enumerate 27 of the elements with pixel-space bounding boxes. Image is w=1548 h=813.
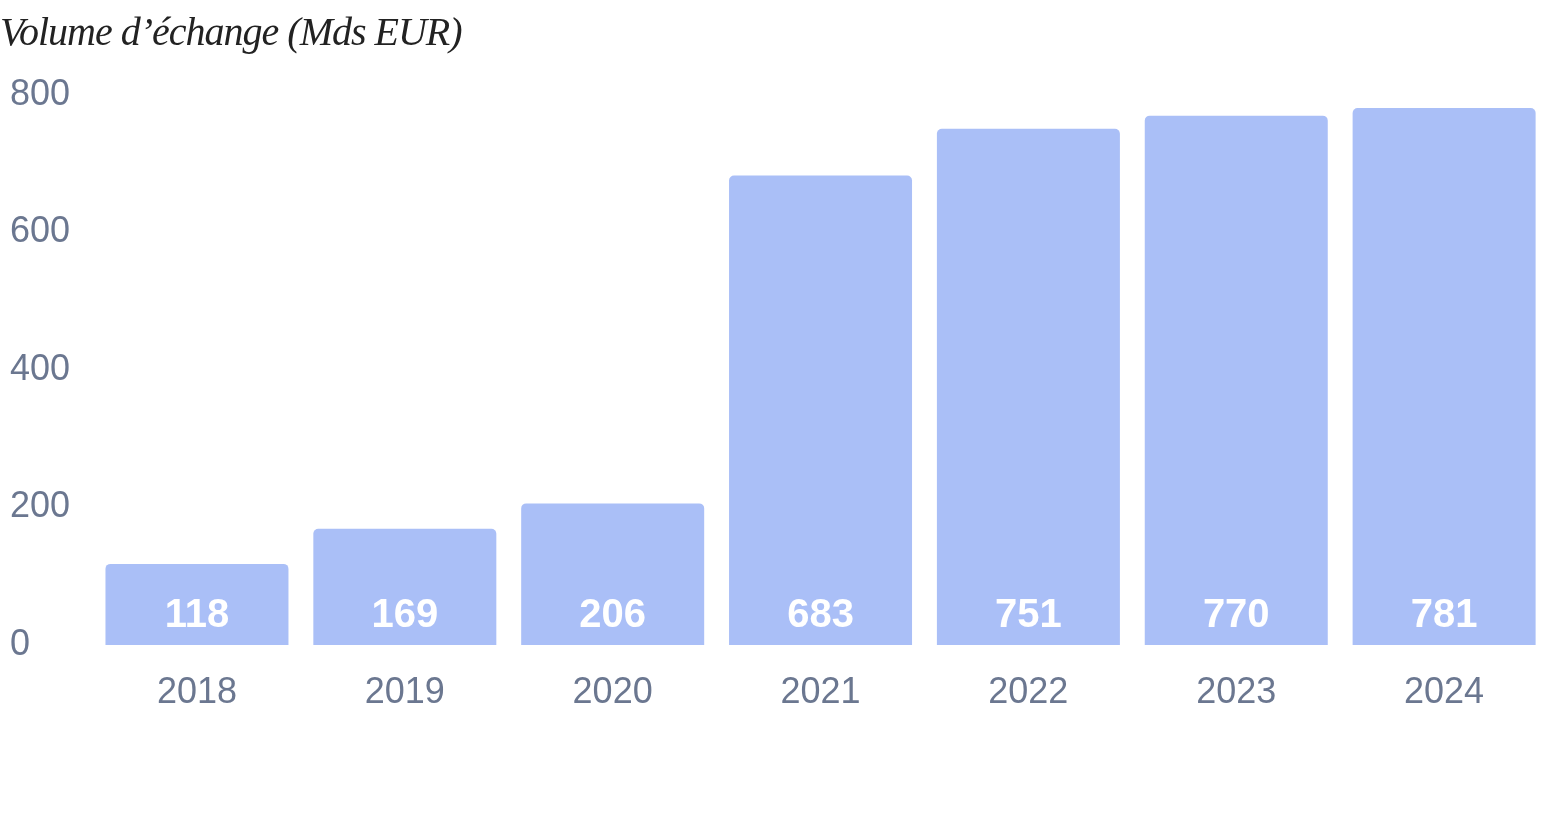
x-tick-label: 2024 <box>1404 669 1485 711</box>
bar <box>729 175 913 645</box>
bar <box>521 503 705 645</box>
data-label: 751 <box>995 591 1062 635</box>
x-tick-label: 2019 <box>364 669 445 711</box>
bar <box>1352 108 1536 645</box>
data-label: 683 <box>787 591 854 635</box>
bar <box>313 528 497 645</box>
data-label: 770 <box>1202 591 1270 635</box>
y-tick-label: 200 <box>10 484 71 526</box>
x-tick-label: 2020 <box>572 669 653 711</box>
data-label: 206 <box>579 591 647 635</box>
y-tick-label: 600 <box>10 209 71 251</box>
y-tick-label: 0 <box>10 621 31 663</box>
bar <box>936 128 1120 645</box>
bar <box>105 563 289 645</box>
y-tick-label: 400 <box>10 346 71 388</box>
data-label: 169 <box>371 591 439 635</box>
y-tick-label: 800 <box>10 71 71 113</box>
data-label: 781 <box>1410 591 1478 635</box>
x-tick-label: 2021 <box>780 669 861 711</box>
x-tick-label: 2023 <box>1196 669 1277 711</box>
chart-title: Volume d’échange (Mds EUR) <box>0 8 463 55</box>
x-tick-label: 2022 <box>988 669 1069 711</box>
data-label: 118 <box>164 591 230 635</box>
bar <box>1144 115 1328 645</box>
x-tick-label: 2018 <box>156 669 237 711</box>
